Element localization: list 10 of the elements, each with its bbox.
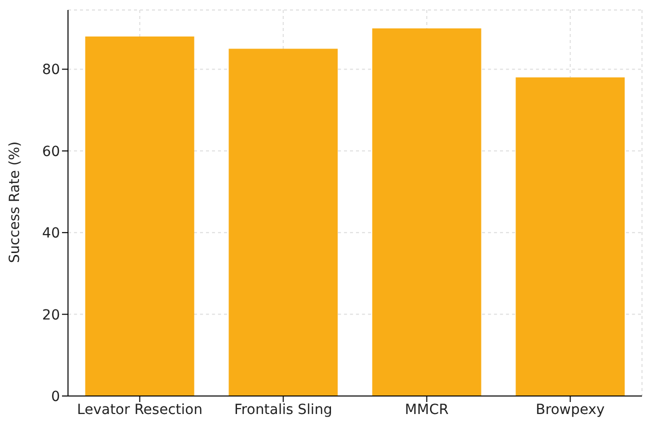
y-tick-label: 20 [42, 307, 60, 324]
y-tick-label: 40 [42, 226, 60, 242]
y-tick-label: 80 [42, 62, 60, 78]
y-axis-title: Success Rate (%) [6, 141, 23, 263]
x-tick-label: MMCR [404, 402, 449, 418]
x-tick-label: Browpexy [536, 402, 605, 418]
y-tick-label: 60 [42, 144, 60, 160]
y-tick-label: 0 [51, 388, 60, 405]
x-tick-label: Levator Resection [77, 402, 202, 418]
x-tick-label: Frontalis Sling [234, 402, 332, 418]
